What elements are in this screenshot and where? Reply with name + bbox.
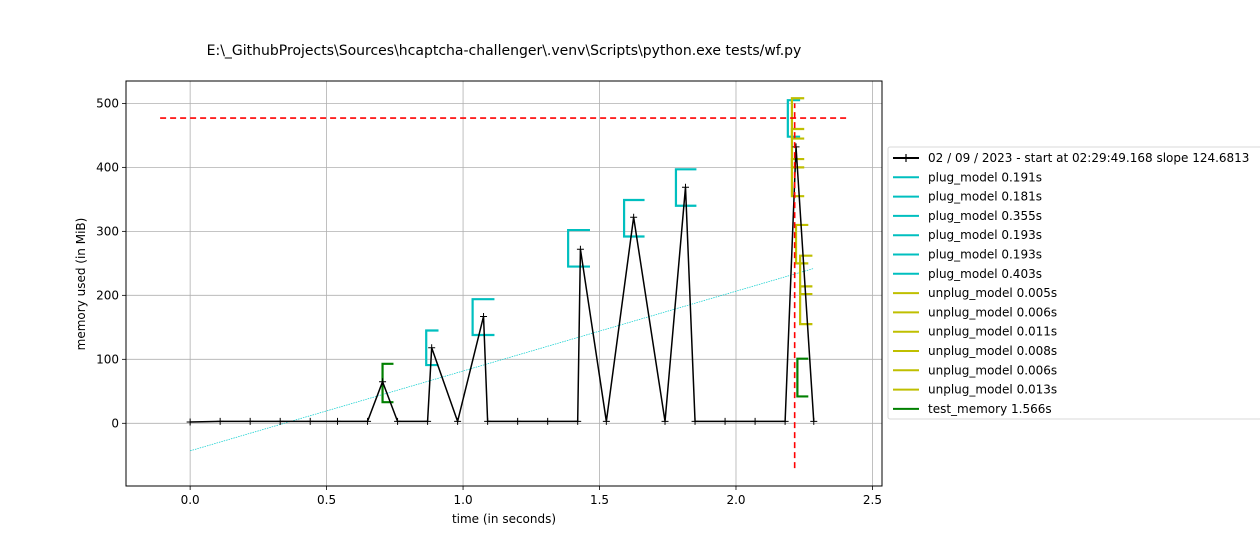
- function-bracket: [790, 157, 805, 198]
- axes: 0.0 0.5 1.0 1.5 2.0 2.5 0 100 200 300 400 500: [96, 96, 882, 507]
- function-bracket: [622, 198, 645, 238]
- memory-point: [334, 417, 342, 425]
- legend-label: plug_model 0.191s: [928, 170, 1042, 184]
- x-tick-label: 0.0: [181, 493, 200, 507]
- y-tick-label: 100: [96, 352, 119, 366]
- series-layer: [160, 97, 848, 469]
- memory-line: [190, 146, 815, 424]
- chart-title: E:\_GithubProjects\Sources\hcaptcha-chal…: [207, 43, 802, 59]
- legend-label: plug_model 0.193s: [928, 248, 1042, 262]
- memory-point: [576, 245, 584, 253]
- x-axis-label: time (in seconds): [452, 512, 556, 526]
- memory-point: [792, 143, 800, 151]
- memory-point: [602, 417, 610, 425]
- legend-label: unplug_model 0.011s: [928, 325, 1057, 339]
- memory-point: [306, 417, 314, 425]
- y-tick-label: 0: [111, 416, 119, 430]
- function-bracket: [425, 329, 439, 367]
- grid-lines: [126, 81, 882, 486]
- x-tick-label: 2.0: [726, 493, 745, 507]
- y-tick-label: 200: [96, 288, 119, 302]
- memory-point: [691, 417, 699, 425]
- legend-label: unplug_model 0.005s: [928, 286, 1057, 300]
- memory-point: [514, 417, 522, 425]
- memory-point: [246, 417, 254, 425]
- function-bracket: [799, 285, 813, 326]
- memory-point: [428, 344, 436, 352]
- legend-marker: [902, 154, 910, 162]
- memory-point: [480, 312, 488, 320]
- legend-label: unplug_model 0.013s: [928, 383, 1057, 397]
- memory-point: [424, 417, 432, 425]
- function-bracket: [799, 254, 813, 296]
- legend-label: test_memory 1.566s: [928, 402, 1052, 416]
- memory-point: [379, 378, 387, 386]
- function-bracket: [790, 127, 805, 169]
- y-tick-label: 300: [96, 224, 119, 238]
- memory-point: [216, 417, 224, 425]
- x-tick-label: 1.0: [454, 493, 473, 507]
- memory-point: [781, 417, 789, 425]
- legend-label: plug_model 0.181s: [928, 190, 1042, 204]
- y-tick-label: 500: [96, 96, 119, 110]
- memory-point: [574, 417, 582, 425]
- slope-line: [190, 268, 814, 452]
- legend-label: unplug_model 0.008s: [928, 344, 1057, 358]
- function-bracket: [567, 228, 590, 268]
- x-tick-label: 1.5: [590, 493, 609, 507]
- memory-point: [751, 417, 759, 425]
- x-tick-label: 0.5: [317, 493, 336, 507]
- memory-point: [544, 417, 552, 425]
- memory-point: [681, 183, 689, 191]
- memory-point: [276, 417, 284, 425]
- plot-frame: [125, 80, 883, 487]
- memory-point: [661, 417, 669, 425]
- memory-point: [394, 417, 402, 425]
- memory-point: [454, 417, 462, 425]
- memory-point: [721, 417, 729, 425]
- legend-label: plug_model 0.193s: [928, 228, 1042, 242]
- function-bracket: [794, 223, 809, 265]
- legend-label: unplug_model 0.006s: [928, 305, 1057, 319]
- legend-box: [887, 146, 1260, 420]
- legend: 02 / 09 / 2023 - start at 02:29:49.168 s…: [887, 146, 1260, 420]
- legend-label: unplug_model 0.006s: [928, 363, 1057, 377]
- legend-label: plug_model 0.403s: [928, 267, 1042, 281]
- legend-label: plug_model 0.355s: [928, 209, 1042, 223]
- y-axis-label: memory used (in MiB): [74, 218, 88, 351]
- x-tick-label: 2.5: [863, 493, 882, 507]
- y-tick-label: 400: [96, 160, 119, 174]
- memory-point: [484, 417, 492, 425]
- memory-point: [364, 417, 372, 425]
- function-bracket: [796, 357, 809, 398]
- memory-point: [810, 417, 818, 425]
- memory-point: [630, 213, 638, 221]
- legend-label: 02 / 09 / 2023 - start at 02:29:49.168 s…: [928, 151, 1249, 165]
- memory-point: [186, 418, 194, 426]
